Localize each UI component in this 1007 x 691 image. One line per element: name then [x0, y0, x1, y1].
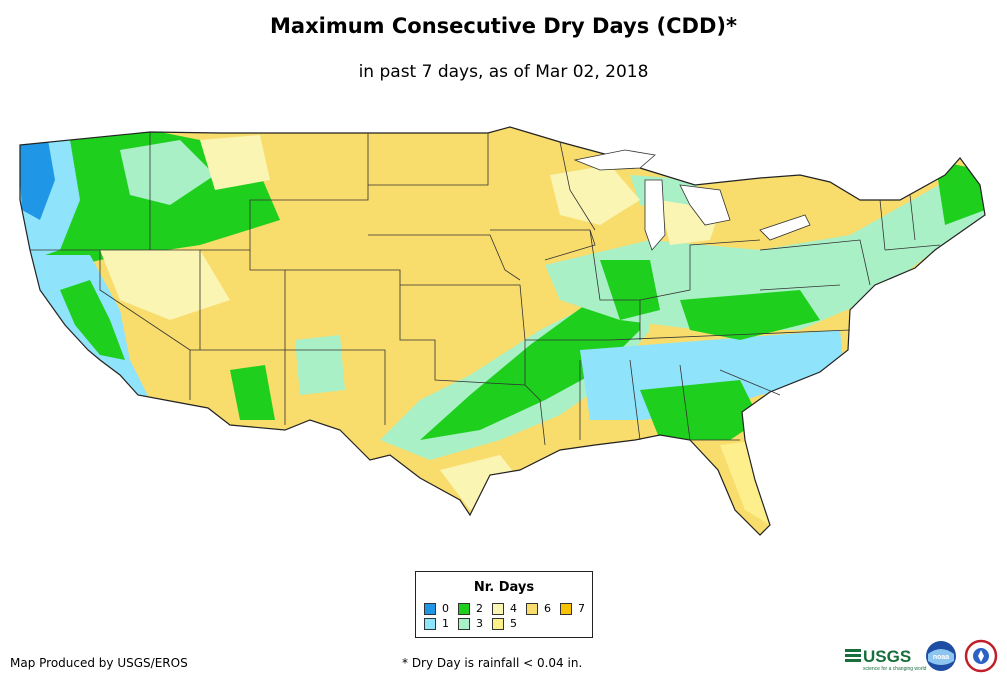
dry-day-footnote: * Dry Day is rainfall < 0.04 in. [402, 656, 583, 670]
legend-label-5: 5 [510, 617, 517, 630]
map-title: Maximum Consecutive Dry Days (CDD)* [270, 14, 737, 38]
state-boundaries [30, 132, 941, 446]
legend-label-3: 3 [476, 617, 483, 630]
legend-label-6: 6 [544, 602, 551, 615]
cdd-4-region-wisconsin [550, 165, 640, 225]
wet-region-california [60, 280, 125, 360]
legend-swatch-1 [424, 618, 436, 630]
svg-text:USGS: USGS [863, 647, 911, 666]
wet-region-illinois [600, 260, 660, 320]
map-subtitle: in past 7 days, as of Mar 02, 2018 [358, 62, 649, 82]
wet-band-arkansas [420, 290, 640, 440]
lake-huron [679, 184, 731, 226]
wet-region-ohio-valley [680, 290, 820, 340]
legend-swatch-3 [458, 618, 470, 630]
svg-text:science for a changing world: science for a changing world [863, 666, 927, 672]
producer-credit: Map Produced by USGS/EROS [10, 656, 188, 670]
legend-label-1: 1 [442, 617, 449, 630]
legend-title: Nr. Days [473, 580, 535, 595]
legend-swatch-7 [560, 603, 572, 615]
legend-swatch-6 [526, 603, 538, 615]
legend-swatch-5 [492, 618, 504, 630]
wet-region-georgia [640, 380, 760, 440]
wet-region-maine [935, 160, 985, 225]
great-lakes [573, 149, 811, 251]
legend: Nr. Days 0 1 2 3 4 5 6 7 [415, 571, 593, 638]
cdd-4-region-montana [200, 135, 270, 190]
legend-swatch-0 [424, 603, 436, 615]
cdd-regions [20, 127, 985, 535]
svg-text:noaa: noaa [933, 654, 949, 661]
legend-label-4: 4 [510, 602, 517, 615]
usgs-logo: USGS science for a changing world [845, 647, 927, 672]
lake-superior [573, 149, 656, 171]
legend-swatch-2 [458, 603, 470, 615]
agency-logos: USGS science for a changing world noaa [845, 639, 998, 673]
legend-label-7: 7 [578, 602, 585, 615]
lake-michigan [644, 179, 666, 251]
weather-service-logo [964, 639, 998, 673]
legend-label-2: 2 [476, 602, 483, 615]
cdd-4-region-texas-coast [440, 455, 520, 510]
cdd-3-region-idaho [120, 140, 215, 205]
cdd-4-region-nevada [100, 250, 230, 320]
cdd-0-region-coast [20, 140, 55, 220]
noaa-logo: noaa [926, 641, 956, 671]
legend-swatch-4 [492, 603, 504, 615]
wet-region-arizona [230, 365, 275, 420]
cdd-3-region-new-mexico [295, 335, 345, 395]
legend-label-0: 0 [442, 602, 449, 615]
lake-erie [759, 214, 811, 241]
